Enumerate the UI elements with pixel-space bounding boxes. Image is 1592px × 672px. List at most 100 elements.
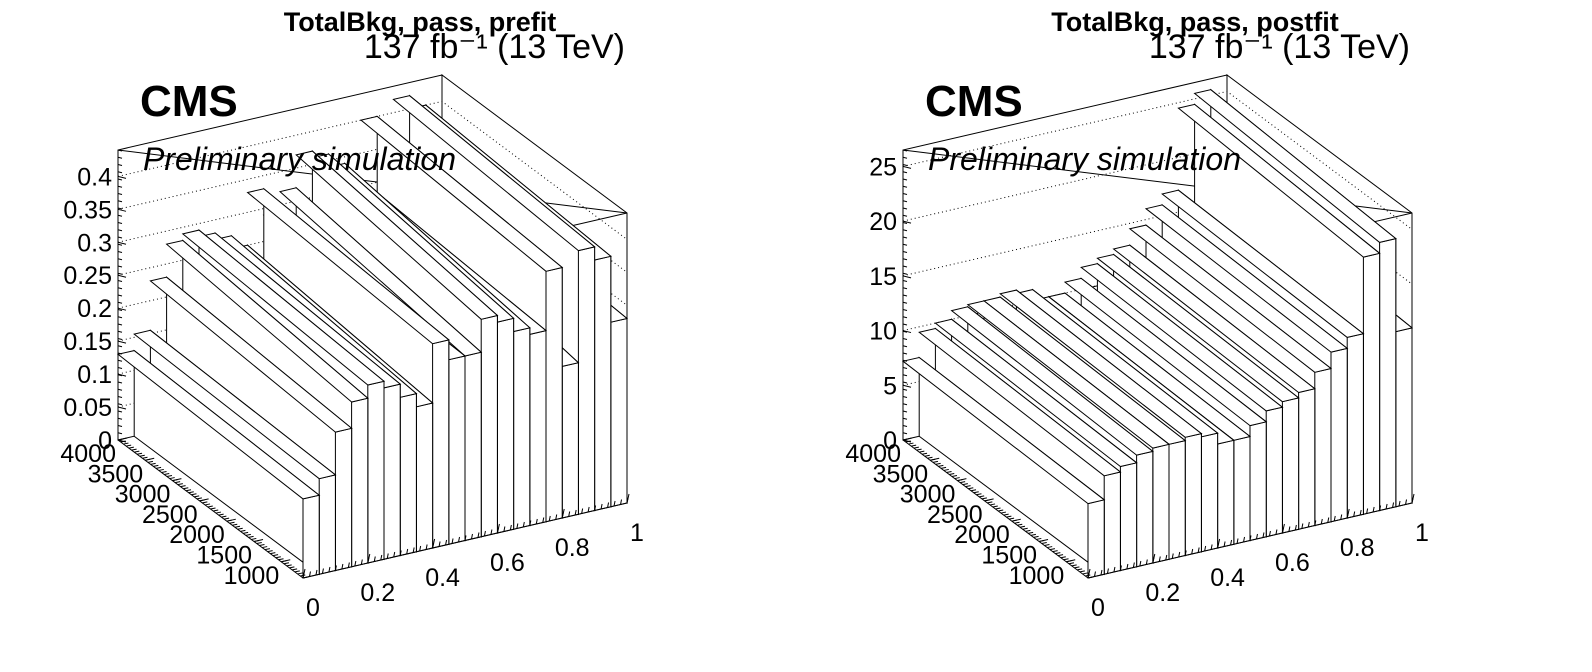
z-tick [117,175,127,179]
x-minor-tick [1184,550,1187,556]
z-minor-tick [902,323,908,326]
z-tick [902,220,912,224]
y-minor-tick [218,513,224,516]
x-minor-tick [535,518,538,525]
y-minor-tick [954,477,960,480]
z-minor-tick [117,330,123,333]
preliminary-label: Preliminary simulation [928,141,1241,177]
lego-bar [901,356,1106,579]
z-minor-tick [117,178,123,181]
y-minor-tick [224,517,230,520]
x-minor-tick [470,533,473,540]
y-minor-tick [120,440,126,443]
x-minor-tick [581,508,584,514]
z-minor-tick [902,287,908,290]
z-tick [117,274,127,278]
y-minor-tick [161,470,167,473]
lego-bar-front [367,380,385,564]
lego-bar-top [1063,277,1268,427]
y-minor-tick [199,499,205,502]
y-minor-tick [188,491,194,494]
y-minor-tick [204,503,211,506]
z-minor-tick [117,367,123,369]
lego-bar-front [513,327,531,530]
x-minor-tick [432,542,435,549]
y-minor-tick [243,531,249,534]
luminosity-label: 137 fb⁻¹ (13 TeV) [364,28,625,66]
y-minor-tick [194,495,200,498]
lego-bar-top [1080,263,1284,412]
z-minor-tick [902,309,908,311]
y-minor-tick [256,542,262,544]
y-minor-tick [126,444,132,447]
x-minor-tick [1113,566,1116,573]
y-minor-tick [1047,546,1053,549]
x-minor-tick [360,559,363,565]
y-minor-tick [267,550,273,553]
x-minor-tick [419,545,422,552]
y-minor-tick [957,479,963,482]
y-minor-tick [1030,533,1036,536]
lego-bar-front [1298,388,1316,530]
y-minor-tick [191,493,197,496]
z-minor-tick [902,265,908,268]
y-minor-tick [221,515,227,518]
z-minor-tick [902,156,908,159]
y-minor-tick [1014,521,1020,524]
z-tick-label: 15 [869,263,897,291]
lego-bar-front [1184,432,1202,557]
y-minor-tick [935,462,941,465]
y-minor-tick [153,464,159,467]
cms-label: CMS [925,77,1023,126]
x-minor-tick [354,560,357,567]
y-minor-tick [965,485,971,488]
lego-bar-front [1103,471,1121,575]
y-minor-tick [289,566,295,569]
x-minor-tick [308,571,311,577]
y-minor-tick [949,473,955,475]
x-minor-tick [1119,565,1122,571]
z-minor-tick [902,272,908,275]
x-minor-tick [1275,529,1278,535]
y-minor-tick [992,505,998,508]
lego-bar-front [1265,406,1283,538]
x-minor-tick [328,566,331,573]
lego-bar-front [561,362,579,519]
y-minor-tick [981,497,987,500]
x-minor-tick [522,521,525,528]
y-minor-tick [226,519,232,522]
z-minor-tick [902,396,908,398]
lego-bar-front [448,355,466,545]
x-minor-tick [1210,544,1213,550]
x-minor-tick [341,563,344,570]
lego-bar-front [610,317,628,508]
lego-bar-top [1128,224,1333,373]
lego-bar-top [966,300,1171,449]
y-minor-tick [968,487,974,490]
z-tick [902,330,912,334]
y-tick-label: 2500 [142,501,198,529]
y-minor-tick [932,460,939,463]
z-minor-tick [902,330,908,333]
y-minor-tick [169,477,175,480]
x-tick-label: 0.8 [1340,534,1375,562]
y-minor-tick [905,440,911,443]
x-minor-tick [516,523,519,529]
plot-title: TotalBkg, pass, prefit [284,7,557,37]
lego-bar-top [1193,89,1397,243]
x-minor-tick [1204,545,1207,552]
z-tick-label: 0.15 [63,328,112,356]
x-axis-line [302,502,628,579]
z-tick [117,373,127,377]
y-tick-label: 3500 [873,460,929,488]
x-minor-tick [490,529,493,535]
x-minor-tick [425,544,428,550]
lego-bar-front [302,494,320,579]
y-minor-tick [183,487,189,490]
z-minor-tick [902,403,908,406]
y-axis-line [902,439,1089,579]
z-minor-tick [902,425,908,427]
lego-bar-front [334,427,353,572]
lego-bar-front [464,351,482,542]
x-minor-tick [1307,521,1310,528]
